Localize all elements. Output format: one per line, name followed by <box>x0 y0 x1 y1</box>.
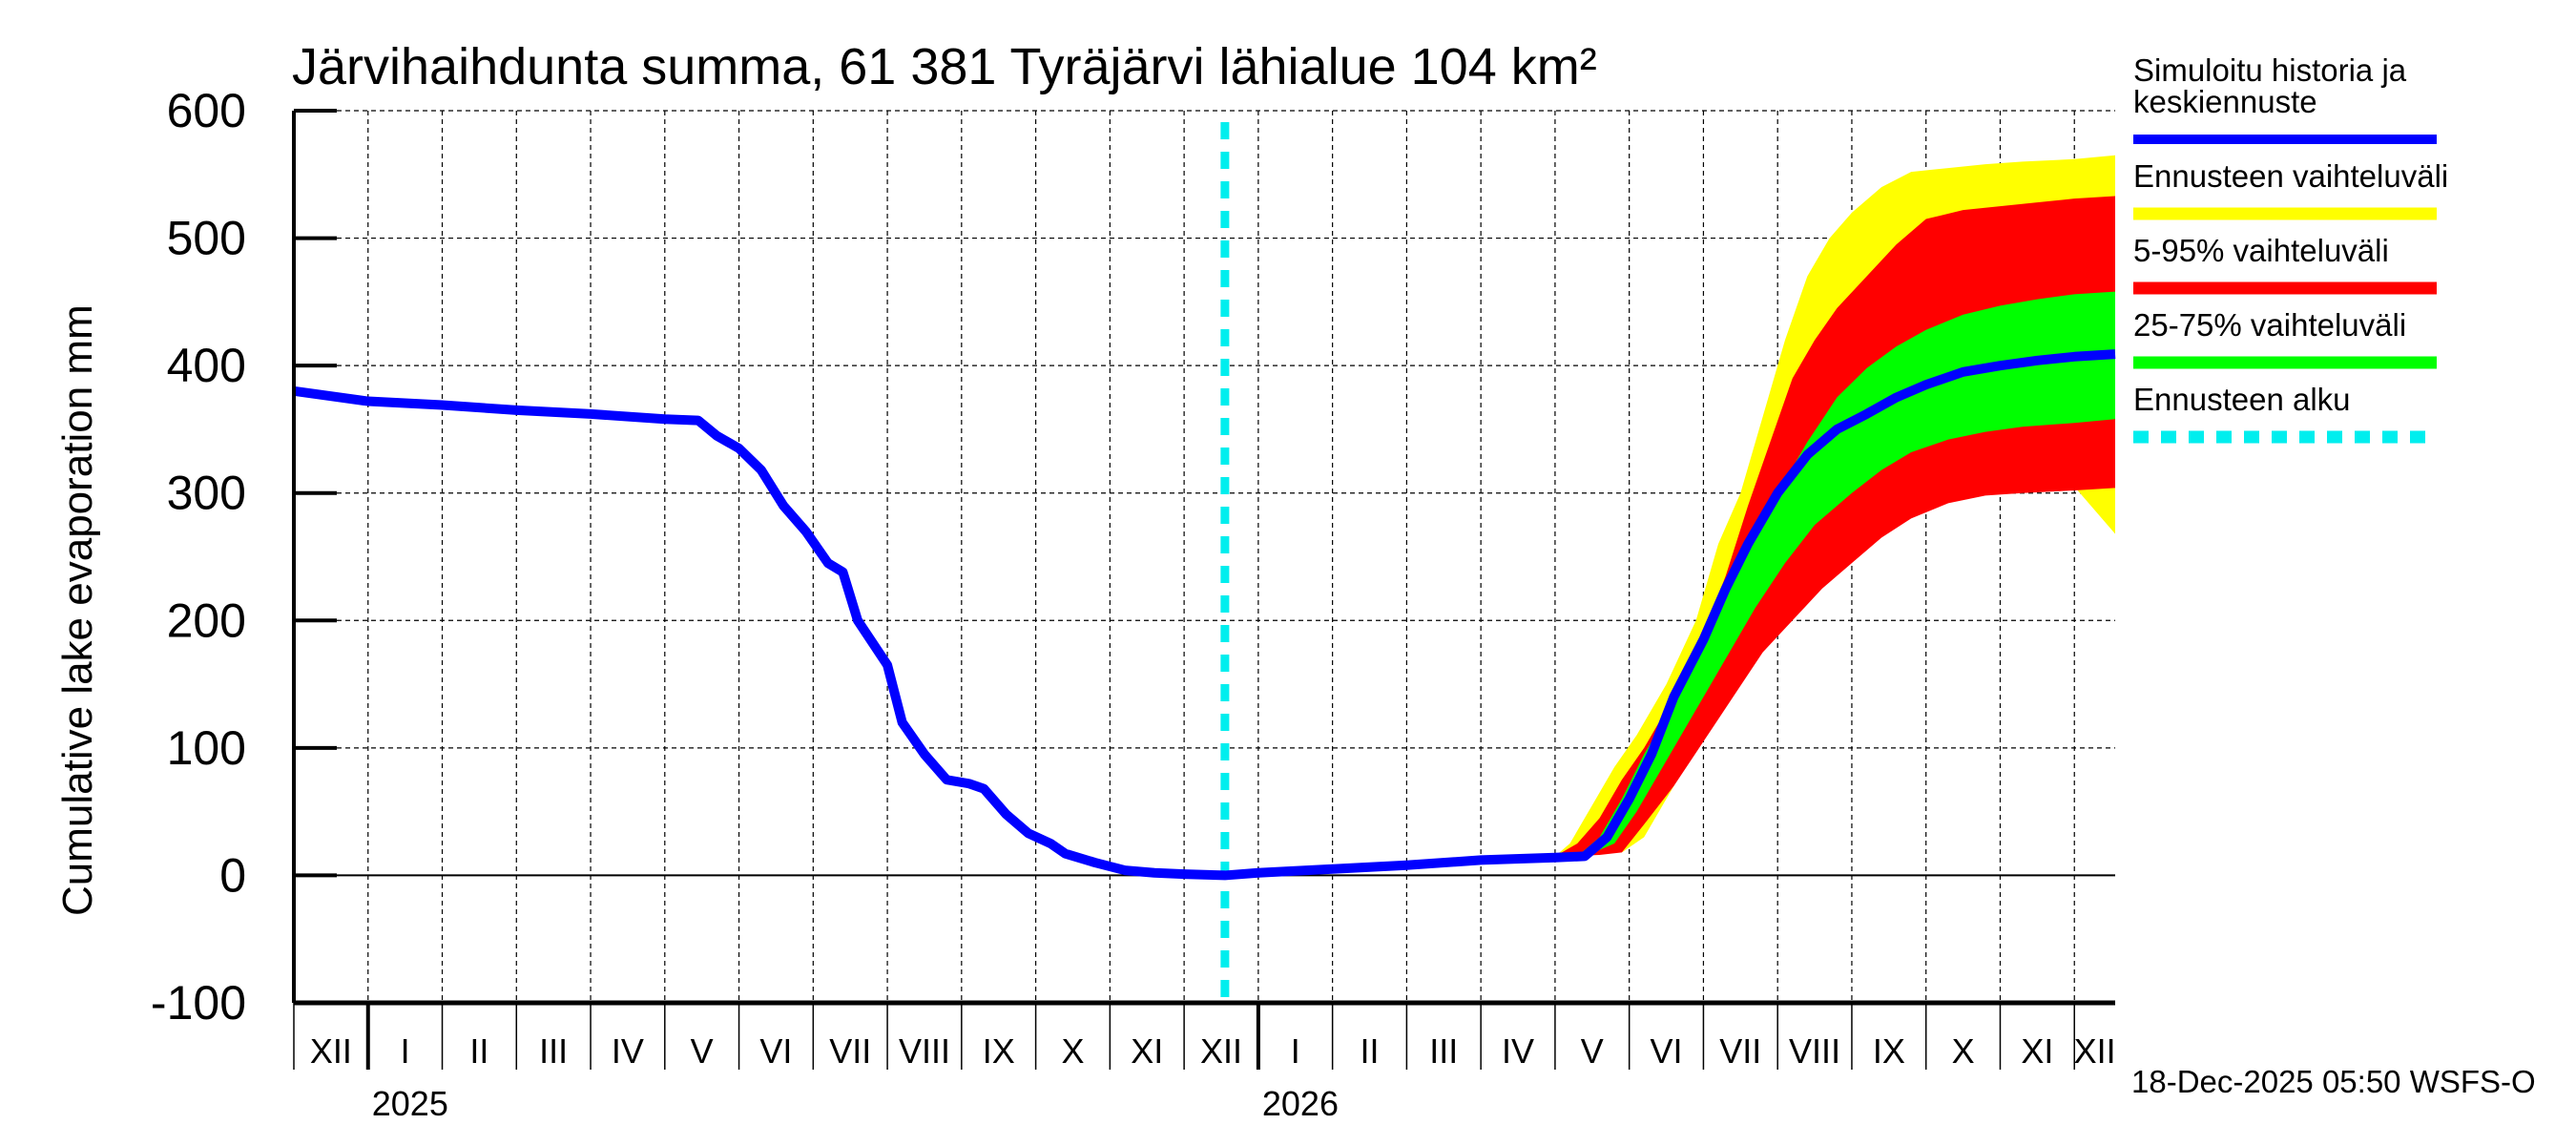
year-label: 2025 <box>372 1084 448 1123</box>
median-line <box>293 349 2116 881</box>
month-label: VIII <box>1789 1031 1840 1071</box>
month-label: IX <box>1873 1031 1905 1071</box>
month-label: X <box>1061 1031 1084 1071</box>
legend-label: Ennusteen vaihteluväli <box>2133 158 2448 194</box>
month-label: IX <box>983 1031 1015 1071</box>
month-label: V <box>691 1031 714 1071</box>
y-axis-label: Cumulative lake evaporation mm <box>54 304 101 916</box>
x-tick-labels: XII I II III IV V VI VII VIII IX X XI XII I II III IV V VI… <box>310 1031 2116 1123</box>
month-label: XII <box>1200 1031 1242 1071</box>
legend-label: 5-95% vaihteluväli <box>2133 233 2389 268</box>
chart-title: Järvihaihdunta summa, 61 381 Tyräjärvi l… <box>292 38 1597 95</box>
month-label: VI <box>1651 1031 1683 1071</box>
y-tick-label: 300 <box>167 467 246 520</box>
month-label: XII <box>310 1031 352 1071</box>
band-25-75-vaihteluv-li <box>1577 291 2115 857</box>
y-tick-labels: -100 0 100 200 300 400 500 600 <box>151 84 246 1030</box>
axes <box>292 109 2115 1070</box>
y-tick-label: 0 <box>219 848 246 902</box>
month-label: VII <box>829 1031 871 1071</box>
month-label: II <box>469 1031 488 1071</box>
month-label: VIII <box>899 1031 950 1071</box>
month-label: IV <box>1502 1031 1534 1071</box>
y-tick-label: 500 <box>167 212 246 265</box>
month-label: I <box>1291 1031 1300 1071</box>
month-label: XI <box>1131 1031 1163 1071</box>
y-tick-label: 100 <box>167 721 246 775</box>
month-label: I <box>401 1031 410 1071</box>
legend-label: Ennusteen alku <box>2133 382 2351 417</box>
legend-label: Simuloitu historia ja <box>2133 52 2407 88</box>
year-label: 2026 <box>1262 1084 1339 1123</box>
footer-timestamp: 18-Dec-2025 05:50 WSFS-O <box>2131 1064 2536 1099</box>
y-tick-label: 400 <box>167 339 246 392</box>
legend-label: keskiennuste <box>2133 84 2317 119</box>
month-label: VII <box>1719 1031 1761 1071</box>
month-label: II <box>1361 1031 1380 1071</box>
month-label: III <box>539 1031 568 1071</box>
month-label: XII <box>2074 1031 2116 1071</box>
month-label: V <box>1581 1031 1604 1071</box>
y-tick-label: 600 <box>167 84 246 137</box>
month-label: VI <box>759 1031 792 1071</box>
forecast-bands <box>1554 155 2115 857</box>
month-label: XI <box>2021 1031 2053 1071</box>
series-lines <box>293 122 2116 1003</box>
month-label: IV <box>612 1031 644 1071</box>
month-label: III <box>1429 1031 1458 1071</box>
y-tick-label: -100 <box>151 976 246 1030</box>
y-tick-label: 200 <box>167 593 246 647</box>
month-label: X <box>1952 1031 1975 1071</box>
legend-label: 25-75% vaihteluväli <box>2133 307 2406 343</box>
